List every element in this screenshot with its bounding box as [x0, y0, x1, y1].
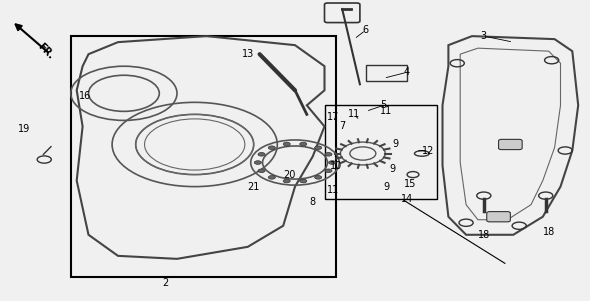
- Text: 9: 9: [384, 182, 389, 192]
- Text: 10: 10: [330, 160, 342, 171]
- Text: 9: 9: [392, 139, 398, 150]
- Circle shape: [283, 142, 290, 146]
- Text: 11: 11: [327, 185, 339, 195]
- Text: 3: 3: [481, 31, 487, 41]
- Circle shape: [268, 175, 276, 179]
- Text: 11: 11: [348, 109, 360, 119]
- Circle shape: [314, 175, 322, 179]
- Circle shape: [300, 142, 307, 146]
- Circle shape: [300, 179, 307, 183]
- Text: 2: 2: [162, 278, 168, 288]
- Text: 15: 15: [404, 178, 416, 189]
- Circle shape: [325, 169, 332, 172]
- Text: 14: 14: [401, 194, 413, 204]
- Text: 20: 20: [283, 169, 295, 180]
- Circle shape: [258, 153, 265, 156]
- Circle shape: [329, 161, 336, 164]
- Text: 21: 21: [248, 182, 260, 192]
- Text: 12: 12: [422, 145, 434, 156]
- Text: 17: 17: [327, 112, 339, 123]
- Text: 19: 19: [18, 124, 30, 135]
- Circle shape: [258, 169, 265, 172]
- Circle shape: [325, 153, 332, 156]
- Text: 18: 18: [543, 227, 555, 237]
- Circle shape: [268, 146, 276, 150]
- Circle shape: [283, 179, 290, 183]
- Text: 5: 5: [381, 100, 386, 110]
- Text: 18: 18: [478, 230, 490, 240]
- Text: 16: 16: [80, 91, 91, 101]
- Text: 7: 7: [339, 121, 345, 132]
- Text: 4: 4: [404, 67, 410, 77]
- Circle shape: [254, 161, 261, 164]
- Text: 8: 8: [310, 197, 316, 207]
- Text: 9: 9: [389, 163, 395, 174]
- Text: 13: 13: [242, 49, 254, 59]
- Text: 11: 11: [381, 106, 392, 116]
- Circle shape: [314, 146, 322, 150]
- FancyBboxPatch shape: [499, 139, 522, 150]
- FancyBboxPatch shape: [487, 212, 510, 222]
- Text: 6: 6: [363, 25, 369, 35]
- Text: FR.: FR.: [35, 41, 55, 61]
